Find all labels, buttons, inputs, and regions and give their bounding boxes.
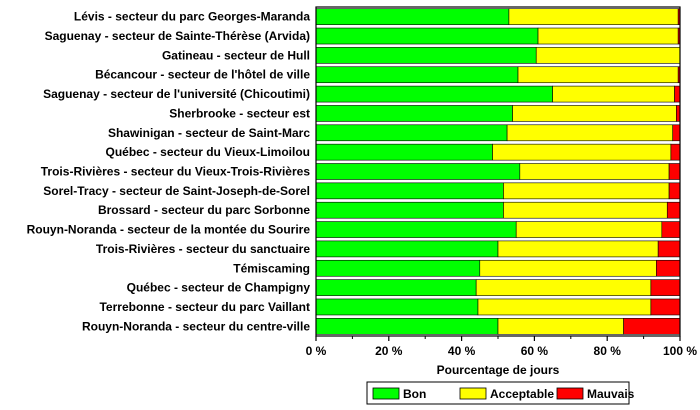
category-labels: Lévis - secteur du parc Georges-Maranda S… bbox=[27, 10, 311, 334]
bar-segment bbox=[661, 221, 681, 238]
category-label: Québec - secteur du Vieux-Limoilou bbox=[106, 145, 311, 159]
bar-segment bbox=[650, 279, 681, 296]
bar-segment bbox=[517, 66, 679, 84]
x-axis: 0 % 20 % 40 % 60 % 80 % 100 % bbox=[306, 6, 697, 358]
x-axis-title: Pourcentage de jours bbox=[437, 363, 560, 377]
bar-segment bbox=[672, 124, 681, 142]
bar-segment bbox=[315, 201, 504, 219]
bar-segment bbox=[650, 298, 681, 316]
bar-segment bbox=[515, 221, 663, 238]
bar-segment bbox=[492, 143, 672, 161]
bar-segment bbox=[519, 163, 670, 180]
bar-segment bbox=[315, 298, 479, 316]
category-label: Saguenay - secteur de Sainte-Thérèse (Ar… bbox=[45, 29, 310, 43]
bar-segment bbox=[315, 143, 493, 161]
bar-segment bbox=[666, 201, 681, 219]
category-label: Sherbrooke - secteur est bbox=[169, 106, 310, 120]
bar-segment bbox=[315, 182, 504, 200]
bar-segment bbox=[315, 240, 499, 258]
bar-segment bbox=[315, 27, 539, 45]
x-tick-label: 60 % bbox=[521, 344, 549, 358]
category-label: Lévis - secteur du parc Georges-Maranda bbox=[74, 10, 310, 24]
bar-segment bbox=[674, 85, 681, 103]
x-tick-label: 100 % bbox=[663, 344, 697, 358]
legend-swatch bbox=[556, 387, 584, 400]
category-label: Brossard - secteur du parc Sorbonne bbox=[98, 203, 310, 217]
bar-segment bbox=[315, 105, 513, 122]
bar-segment bbox=[315, 163, 521, 180]
bar-segment bbox=[656, 259, 681, 277]
bar-segment bbox=[497, 318, 624, 335]
x-tick-label: 80 % bbox=[594, 344, 622, 358]
category-label: Témiscaming bbox=[233, 261, 310, 275]
x-tick-label: 0 % bbox=[306, 344, 327, 358]
category-label: Québec - secteur de Champigny bbox=[127, 281, 311, 295]
category-label: Sorel-Tracy - secteur de Saint-Joseph-de… bbox=[43, 184, 310, 198]
legend-swatch bbox=[372, 387, 400, 400]
legend-label: Bon bbox=[403, 387, 426, 401]
bar-segment bbox=[535, 47, 681, 64]
bar-segment bbox=[315, 318, 499, 335]
bar-segment bbox=[670, 143, 681, 161]
bar-segment bbox=[497, 240, 659, 258]
bars-layer bbox=[315, 8, 681, 335]
bar-segment bbox=[537, 27, 679, 45]
bar-segment bbox=[623, 318, 681, 335]
bar-segment bbox=[315, 47, 537, 64]
bar-segment bbox=[475, 279, 652, 296]
category-label: Saguenay - secteur de l'université (Chic… bbox=[43, 87, 310, 101]
category-label: Terrebonne - secteur du parc Vaillant bbox=[99, 300, 310, 314]
legend-label: Mauvais bbox=[587, 387, 635, 401]
category-label: Shawinigan - secteur de Saint-Marc bbox=[108, 126, 310, 140]
bar-segment bbox=[315, 66, 519, 84]
bar-segment bbox=[506, 124, 674, 142]
category-label: Gatineau - secteur de Hull bbox=[162, 48, 310, 62]
category-label: Rouyn-Noranda - secteur du centre-ville bbox=[82, 319, 310, 333]
bar-segment bbox=[315, 124, 508, 142]
bar-segment bbox=[512, 105, 677, 122]
category-label: Trois-Rivières - secteur du sanctuaire bbox=[96, 242, 310, 256]
category-label: Trois-Rivières - secteur du Vieux-Trois-… bbox=[41, 165, 311, 179]
bar-segment bbox=[508, 8, 679, 25]
bar-segment bbox=[503, 201, 668, 219]
bar-segment bbox=[315, 8, 510, 25]
legend-swatch bbox=[459, 387, 487, 400]
bar-segment bbox=[315, 221, 517, 238]
bar-segment bbox=[503, 182, 670, 200]
category-label: Bécancour - secteur de l'hôtel de ville bbox=[95, 68, 310, 82]
bar-segment bbox=[668, 182, 681, 200]
bar-segment bbox=[315, 279, 477, 296]
legend-label: Acceptable bbox=[490, 387, 554, 401]
legend: Bon Acceptable Mauvais bbox=[366, 381, 635, 405]
category-label: Rouyn-Noranda - secteur de la montée du … bbox=[27, 223, 311, 237]
x-tick-label: 20 % bbox=[375, 344, 403, 358]
bar-segment bbox=[477, 298, 652, 316]
bar-segment bbox=[668, 163, 681, 180]
x-tick-label: 40 % bbox=[448, 344, 476, 358]
bar-segment bbox=[315, 85, 553, 103]
bar-segment bbox=[657, 240, 681, 258]
bar-segment bbox=[479, 259, 657, 277]
bar-segment bbox=[315, 259, 481, 277]
bar-segment bbox=[552, 85, 675, 103]
